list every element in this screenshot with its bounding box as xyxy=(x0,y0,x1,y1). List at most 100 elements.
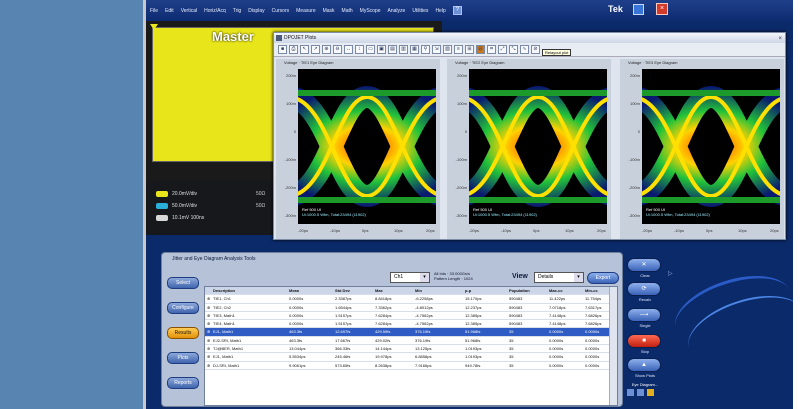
eye-diagram-pane[interactable]: Voltage · TIE3 Eye Diagram 200m 100m 0 -100m… xyxy=(620,59,784,239)
table-row[interactable]: ⊕ EJ2-SRI, Math1 463.3fs 17.667fs 429.02fs 37… xyxy=(205,337,617,346)
eye-icon[interactable] xyxy=(627,389,634,396)
x-tick-label: -10ps xyxy=(501,228,512,233)
plot-tool-icon[interactable]: ⎙ xyxy=(289,45,298,54)
x-tick-label: 0ps xyxy=(533,228,540,233)
menu-item[interactable]: Vertical xyxy=(180,7,198,14)
trigger-marker-icon xyxy=(150,24,158,30)
plot-tool-icon[interactable]: ⊟ xyxy=(476,45,485,54)
expand-icon[interactable]: ⊕ xyxy=(207,312,211,318)
menu-item[interactable]: Measure xyxy=(296,7,316,14)
configure-button[interactable]: Configure xyxy=(167,302,199,314)
menu-item[interactable]: File xyxy=(150,7,159,14)
eye-icon[interactable] xyxy=(647,389,654,396)
export-button[interactable]: Export xyxy=(587,272,619,284)
plot-tool-icon[interactable]: ↖ xyxy=(300,45,309,54)
minimize-button[interactable] xyxy=(633,4,644,15)
plot-tool-icon[interactable]: ⊘ xyxy=(531,45,540,54)
menu-item[interactable]: Analyze xyxy=(387,7,406,14)
plot-tool-icon[interactable]: ⚲ xyxy=(421,45,430,54)
table-row[interactable]: ⊕ TIE3, Math1 0.0000s 1.5157ps 7.6284ps -4.75… xyxy=(205,312,617,321)
plot-tool-icon[interactable]: ⤢ xyxy=(498,45,507,54)
menu-item[interactable]: Math xyxy=(341,7,353,14)
table-row[interactable]: ⊕ TIE1, Ch1 0.0000s 2.3387ps 8.8418ps -6.2258… xyxy=(205,295,617,304)
table-row[interactable]: ⊕ EJ1, Math1 463.3fs 12.697fs 429.59fs 376.19… xyxy=(205,328,617,337)
eye-diagram-plot[interactable] xyxy=(298,69,436,224)
plots-title-bar[interactable]: DPOJET Plots × xyxy=(274,33,785,43)
expand-icon[interactable]: ⊕ xyxy=(207,321,211,327)
plot-tool-icon[interactable]: ⤡ xyxy=(509,45,518,54)
plot-tool-icon[interactable]: ∿ xyxy=(520,45,529,54)
channel-termination: 50Ω xyxy=(256,191,266,197)
y-tick-label: -100m xyxy=(455,157,467,162)
eye-diagram-plot[interactable] xyxy=(469,69,607,224)
eye-icon[interactable] xyxy=(637,389,644,396)
table-row[interactable]: ⊕ TIE2, Ch2 0.0000s 1.6544ps 7.3362ps -4.8012… xyxy=(205,304,617,312)
menu-item[interactable]: Trig xyxy=(232,7,242,14)
x-tick-label: 10ps xyxy=(738,228,747,233)
plot-tool-icon[interactable]: ↕ xyxy=(355,45,364,54)
single-button[interactable]: ⟶ xyxy=(627,308,661,322)
plot-tool-icon[interactable]: ▥ xyxy=(399,45,408,54)
help-icon[interactable]: ? xyxy=(452,6,462,15)
plot-tool-icon[interactable]: ⇲ xyxy=(432,45,441,54)
eye-diagram-plot[interactable] xyxy=(642,69,780,224)
chevron-down-icon[interactable]: ▾ xyxy=(574,273,583,282)
eye-diagram-pane[interactable]: Voltage · TIE2 Eye Diagram 200m 100m 0 -100m… xyxy=(447,59,611,239)
menu-item[interactable]: Edit xyxy=(165,7,174,14)
expand-icon[interactable]: ⊕ xyxy=(207,346,211,352)
menu-item[interactable]: Help xyxy=(435,7,446,14)
channel-row-2[interactable]: 50.0mV/div xyxy=(156,203,197,209)
view-select[interactable]: Details ▾ xyxy=(534,272,584,283)
close-icon[interactable]: × xyxy=(778,36,782,42)
plot-tool-icon[interactable]: ↔ xyxy=(344,45,353,54)
expand-arrow-icon[interactable]: ▷ xyxy=(668,271,673,277)
expand-icon[interactable]: ⊕ xyxy=(207,354,211,360)
plot-tool-icon[interactable]: ▭ xyxy=(366,45,375,54)
table-row[interactable]: ⊕ TIE4, Math1 0.0000s 1.5157ps 7.6284ps -4.75… xyxy=(205,320,617,329)
menu-item[interactable]: Cursors xyxy=(271,7,290,14)
eye-diagram-label: Eye Diagram... xyxy=(631,382,659,387)
channel-row-3[interactable]: 10.1mV 100ns xyxy=(156,215,204,221)
results-button[interactable]: Results xyxy=(167,327,199,339)
expand-icon[interactable]: ⊕ xyxy=(207,296,211,302)
results-table: Description Mean Std Dev Max Min p-p Populatio… xyxy=(204,286,618,406)
plot-tool-icon[interactable]: ≡ xyxy=(454,45,463,54)
plots-button[interactable]: Plots xyxy=(167,352,199,364)
plot-tool-icon[interactable]: ■ xyxy=(278,45,287,54)
close-button[interactable]: × xyxy=(656,3,668,15)
show-plots-button[interactable]: ▲ xyxy=(627,358,661,372)
recalc-button[interactable]: ⟳ xyxy=(627,282,661,296)
menu-item[interactable]: Utilities xyxy=(412,7,429,14)
expand-icon[interactable]: ⊕ xyxy=(207,304,211,310)
expand-icon[interactable]: ⊕ xyxy=(207,329,211,335)
plot-tool-icon[interactable]: ▣ xyxy=(377,45,386,54)
reports-button[interactable]: Reports xyxy=(167,377,199,389)
plot-tool-icon[interactable]: ▤ xyxy=(388,45,397,54)
plot-tool-icon[interactable]: ↗ xyxy=(311,45,320,54)
chevron-down-icon[interactable]: ▾ xyxy=(420,273,429,282)
table-row[interactable]: ⊕ TJ@BER, Math1 13.044ps 366.33fs 14.144ps 13… xyxy=(205,345,617,354)
table-scrollbar[interactable] xyxy=(609,287,617,405)
plot-tool-icon[interactable]: ⊖ xyxy=(333,45,342,54)
plot-tool-icon[interactable]: ⊕ xyxy=(322,45,331,54)
menu-item[interactable]: Mask xyxy=(322,7,335,14)
expand-icon[interactable]: ⊕ xyxy=(207,362,211,368)
clear-button[interactable]: ✕ xyxy=(627,258,661,272)
channel-row-1[interactable]: 20.0mV/div xyxy=(156,191,197,197)
table-cell: DJ-SRI, Math1 xyxy=(213,362,240,368)
eye-diagram-pane[interactable]: Voltage · TIE1 Eye Diagram 200m 100m 0 -100m… xyxy=(276,59,440,239)
expand-icon[interactable]: ⊕ xyxy=(207,337,211,343)
select-button[interactable]: Select xyxy=(167,277,199,289)
menu-item[interactable]: MyScope xyxy=(359,7,381,14)
plot-tool-icon[interactable]: ⌗ xyxy=(487,45,496,54)
plot-tool-icon[interactable]: ⊞ xyxy=(465,45,474,54)
menu-item[interactable]: Display xyxy=(248,7,265,14)
stop-button[interactable]: ■ xyxy=(627,334,661,348)
plot-tool-icon[interactable]: ▦ xyxy=(410,45,419,54)
table-cell: Max xyxy=(375,288,383,293)
table-row[interactable]: ⊕ EJ1, Math1 5.5534ps 245.46fs 19.978ps 6.885… xyxy=(205,353,617,362)
source-select[interactable]: Ch1 ▾ xyxy=(390,272,430,283)
table-row[interactable]: ⊕ DJ-SRI, Math1 9.9061ps 573.65fs 8.2638ps 7.… xyxy=(205,362,617,370)
menu-item[interactable]: Horiz/Acq xyxy=(204,7,226,14)
plot-tool-icon[interactable]: ▧ xyxy=(443,45,452,54)
